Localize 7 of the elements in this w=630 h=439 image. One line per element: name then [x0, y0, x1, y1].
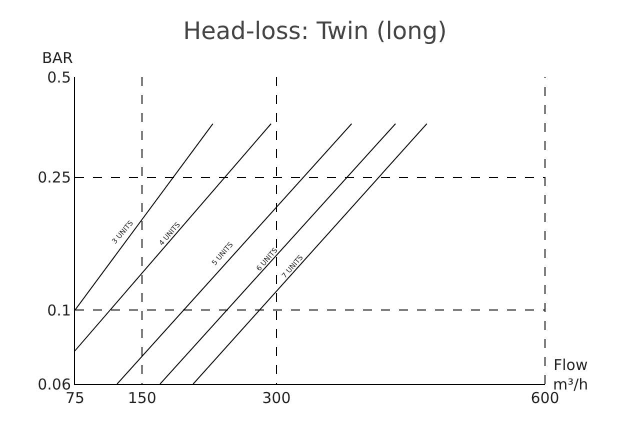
y-tick-label: 0.25 — [38, 168, 71, 187]
chart-title: Head-loss: Twin (long) — [183, 16, 447, 45]
y-axis-title: BAR — [42, 49, 73, 67]
x-tick-label: 300 — [262, 389, 291, 407]
y-tick-label: 0.1 — [47, 301, 71, 320]
x-tick-label: 150 — [128, 389, 156, 407]
y-tick-label: 0.5 — [47, 68, 71, 86]
